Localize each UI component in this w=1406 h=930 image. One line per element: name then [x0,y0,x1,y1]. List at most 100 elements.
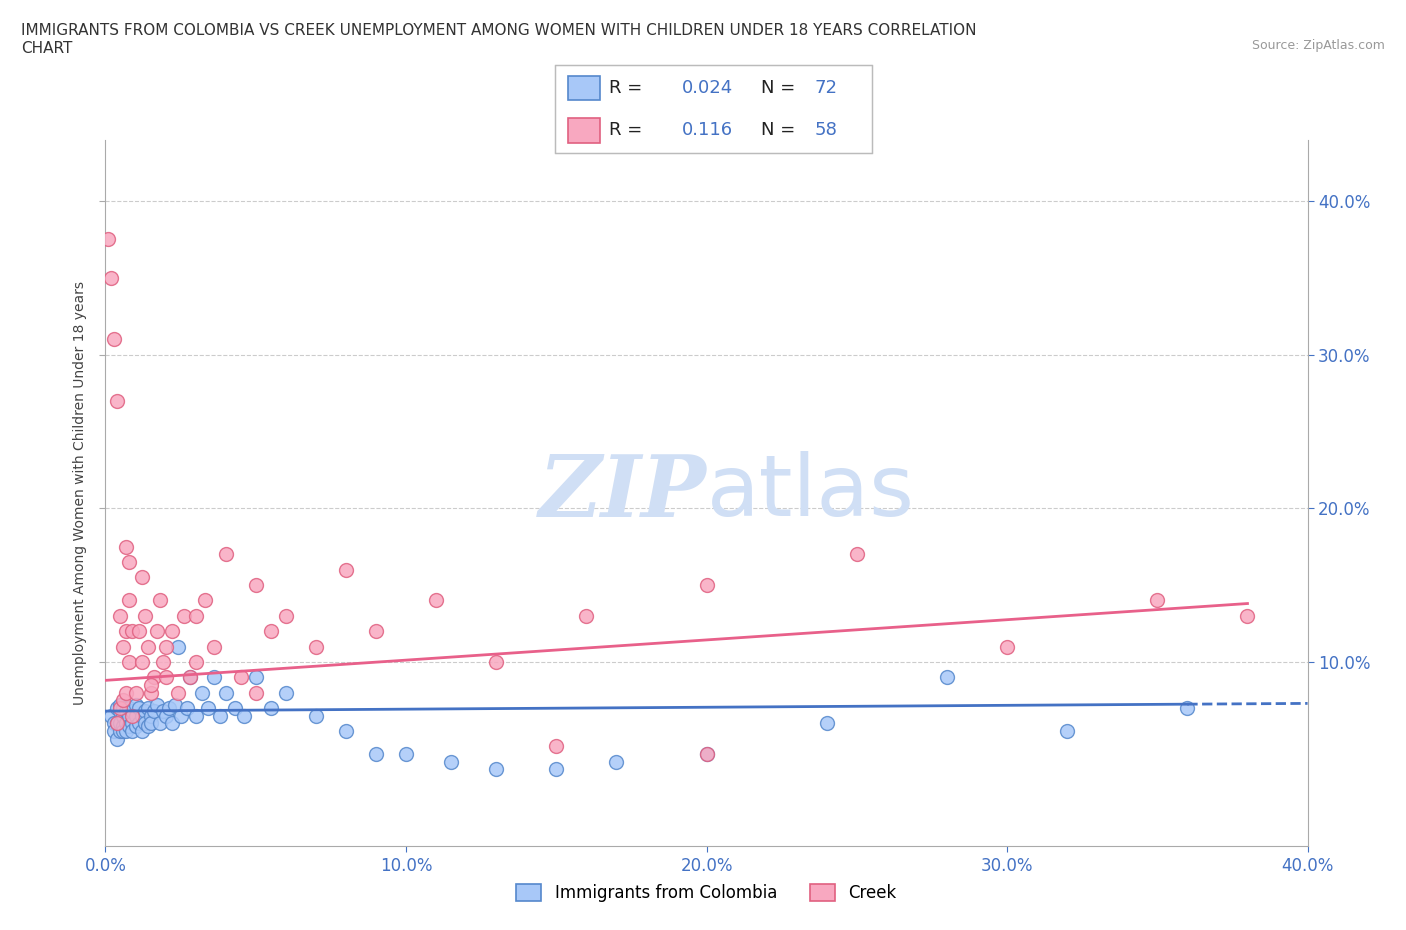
Point [115,704,138,719]
Point [184,709,207,724]
Point [142,670,165,684]
Point [118,593,141,608]
Point [124,698,146,712]
Point [425,593,447,608]
Point [115,539,138,554]
Point [214,685,236,700]
Point [260,700,283,715]
Point [115,685,138,700]
Point [115,724,138,738]
Point [136,700,159,715]
Point [208,709,231,724]
Point [160,716,183,731]
Point [112,700,135,715]
Point [118,700,141,715]
Point [107,716,129,731]
Text: IMMIGRANTS FROM COLOMBIA VS CREEK UNEMPLOYMENT AMONG WOMEN WITH CHILDREN UNDER 1: IMMIGRANTS FROM COLOMBIA VS CREEK UNEMPL… [21,23,977,56]
Point [815,716,838,731]
Point [107,393,129,408]
Bar [568,118,599,143]
Point [110,724,132,738]
Point [110,716,132,731]
Point [139,716,162,731]
Text: R =: R = [609,79,648,97]
Point [112,709,135,724]
Point [115,716,138,731]
Point [995,639,1018,654]
Point [335,563,357,578]
Point [128,624,150,639]
Text: R =: R = [609,122,648,140]
Point [155,639,177,654]
Text: atlas: atlas [707,451,914,535]
Point [145,624,167,639]
Point [194,593,217,608]
Point [163,698,186,712]
Point [110,608,132,623]
Text: N =: N = [761,79,801,97]
Point [134,608,156,623]
Legend: Immigrants from Colombia, Creek: Immigrants from Colombia, Creek [509,877,904,909]
Point [173,608,195,623]
Text: ZIP: ZIP [538,451,707,535]
Point [136,639,159,654]
Text: 72: 72 [815,79,838,97]
Point [118,709,141,724]
Point [179,670,201,684]
Point [97,232,120,246]
Point [103,716,125,731]
Point [1056,724,1078,738]
Point [305,709,328,724]
Point [139,709,162,724]
Point [335,724,357,738]
Point [1146,593,1168,608]
Point [136,719,159,734]
Point [936,670,959,684]
Text: 58: 58 [815,122,838,140]
Point [202,670,225,684]
Point [107,700,129,715]
Point [245,685,267,700]
Point [305,639,328,654]
Point [1175,700,1198,715]
Point [134,716,156,731]
Point [546,739,568,754]
Point [184,608,207,623]
Point [112,724,135,738]
Point [128,716,150,731]
Point [245,578,267,592]
Point [112,639,135,654]
Point [485,762,508,777]
Text: 0.116: 0.116 [682,122,733,140]
Point [103,724,125,738]
Point [131,709,153,724]
Point [1236,608,1258,623]
Point [121,624,143,639]
Point [197,700,219,715]
Point [124,709,146,724]
Point [696,578,718,592]
Point [605,754,627,769]
Point [110,704,132,719]
Point [112,693,135,708]
Point [184,655,207,670]
Point [485,655,508,670]
Point [155,670,177,684]
Point [169,709,191,724]
Point [131,655,153,670]
Bar [568,75,599,100]
Point [110,698,132,712]
Point [145,698,167,712]
Point [176,700,198,715]
Point [124,685,146,700]
Point [115,624,138,639]
Text: 0.024: 0.024 [682,79,733,97]
Point [696,747,718,762]
Point [118,554,141,569]
Point [274,608,297,623]
Point [131,724,153,738]
Point [229,670,252,684]
Point [107,731,129,746]
Point [274,685,297,700]
Point [139,685,162,700]
